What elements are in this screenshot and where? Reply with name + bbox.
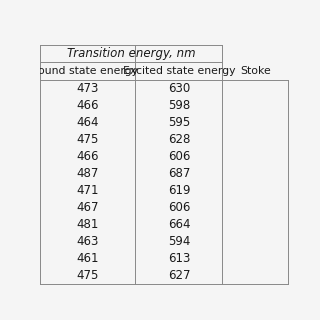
Text: 606: 606 bbox=[168, 201, 190, 214]
Text: 627: 627 bbox=[168, 268, 190, 282]
Text: 613: 613 bbox=[168, 252, 190, 265]
Text: ound state energy: ound state energy bbox=[38, 66, 138, 76]
Text: 628: 628 bbox=[168, 133, 190, 146]
Text: 473: 473 bbox=[76, 82, 99, 95]
Text: 664: 664 bbox=[168, 218, 190, 231]
Text: 630: 630 bbox=[168, 82, 190, 95]
Text: 464: 464 bbox=[76, 116, 99, 129]
Text: 466: 466 bbox=[76, 99, 99, 112]
Text: 598: 598 bbox=[168, 99, 190, 112]
Text: 467: 467 bbox=[76, 201, 99, 214]
Text: 461: 461 bbox=[76, 252, 99, 265]
Text: 487: 487 bbox=[76, 167, 99, 180]
Text: 481: 481 bbox=[76, 218, 99, 231]
Text: 687: 687 bbox=[168, 167, 190, 180]
Text: 606: 606 bbox=[168, 150, 190, 163]
Text: 466: 466 bbox=[76, 150, 99, 163]
Text: 595: 595 bbox=[168, 116, 190, 129]
Text: 475: 475 bbox=[76, 268, 99, 282]
Text: 471: 471 bbox=[76, 184, 99, 197]
Text: 619: 619 bbox=[168, 184, 190, 197]
Text: 594: 594 bbox=[168, 235, 190, 248]
Text: Stoke: Stoke bbox=[240, 66, 270, 76]
Text: Transition energy, nm: Transition energy, nm bbox=[67, 47, 196, 60]
Text: 475: 475 bbox=[76, 133, 99, 146]
Text: 463: 463 bbox=[76, 235, 99, 248]
Text: Excited state energy: Excited state energy bbox=[123, 66, 235, 76]
